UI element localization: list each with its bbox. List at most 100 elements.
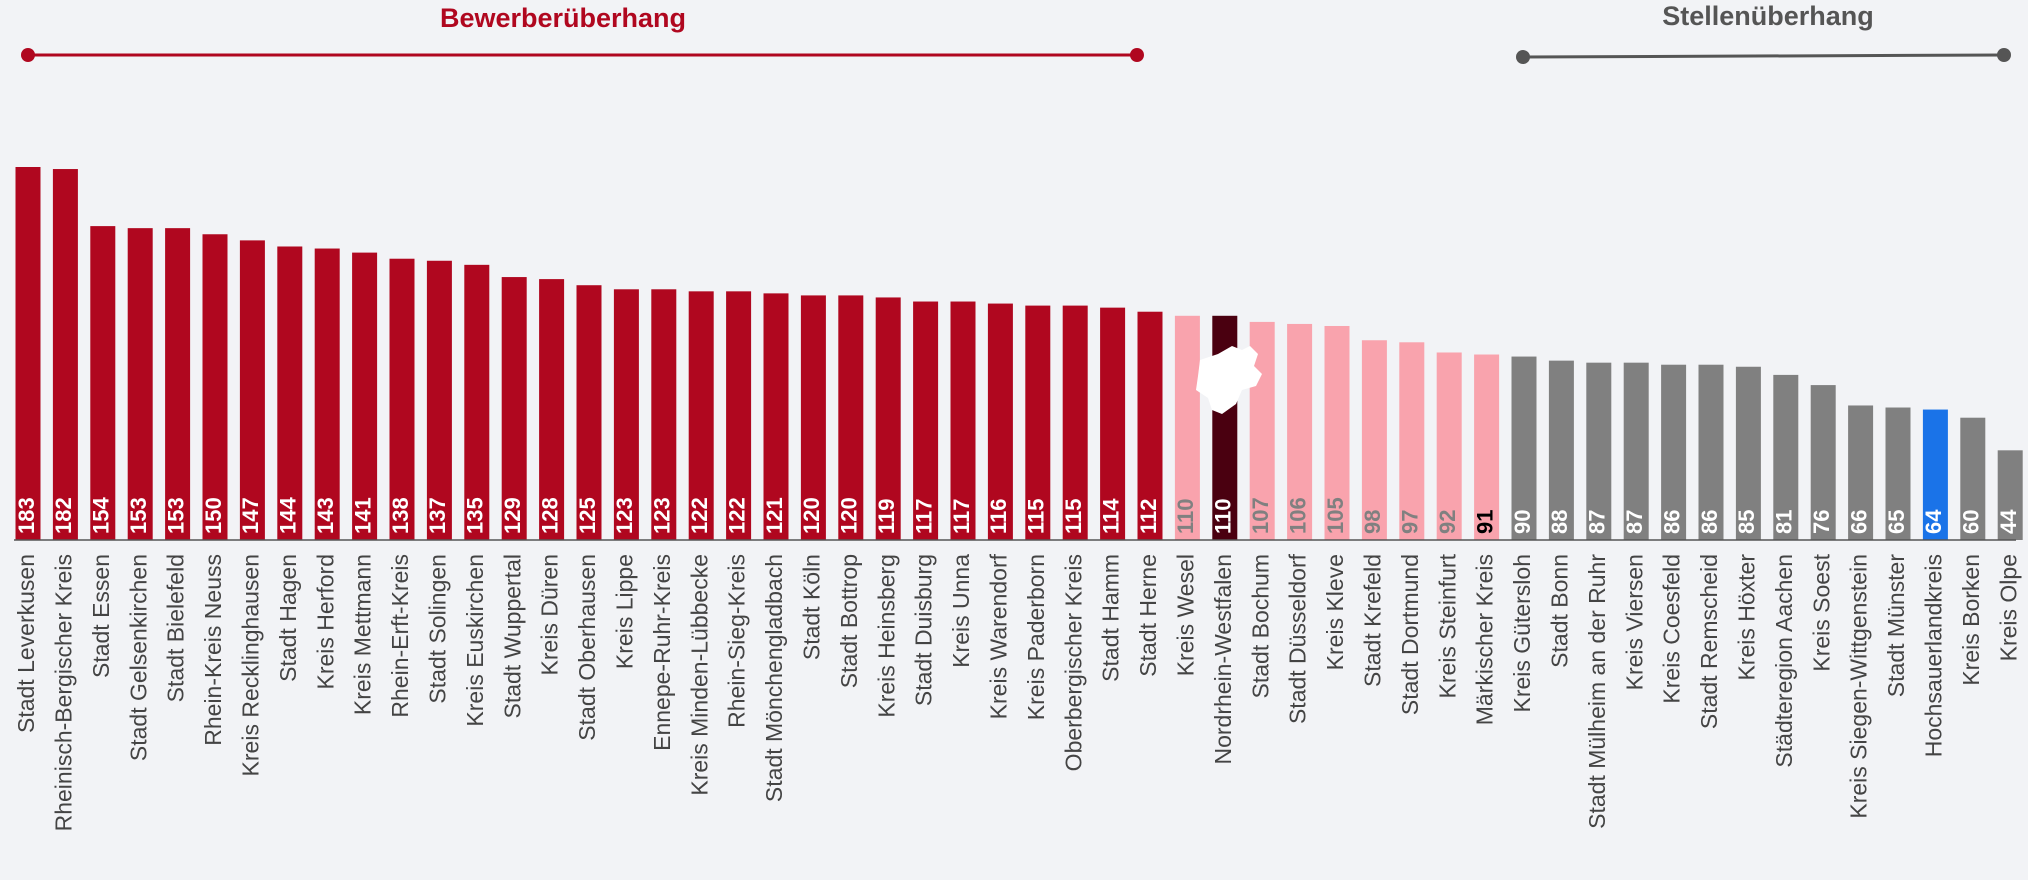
category-label: Kreis Paderborn <box>1023 554 1049 720</box>
value-label: 106 <box>1285 497 1310 534</box>
bar <box>613 289 639 540</box>
bar <box>987 303 1013 540</box>
value-label: 88 <box>1547 510 1572 534</box>
value-label: 81 <box>1772 510 1797 534</box>
category-label: Kreis Warendorf <box>985 553 1011 719</box>
bar <box>1436 352 1462 540</box>
value-label: 112 <box>1136 499 1161 535</box>
bar <box>800 295 826 540</box>
bar <box>15 167 41 540</box>
value-label: 143 <box>313 497 338 534</box>
bar <box>875 297 901 540</box>
bar <box>1137 311 1163 540</box>
value-label: 120 <box>837 497 862 534</box>
value-label: 86 <box>1659 510 1684 534</box>
bar <box>1586 362 1612 540</box>
category-label: Kreis Wesel <box>1172 554 1198 676</box>
bar <box>1885 407 1911 540</box>
category-label: Stadt Gelsenkirchen <box>125 554 151 761</box>
bar <box>1287 323 1313 540</box>
category-label: Kreis Kleve <box>1322 554 1348 670</box>
bar <box>202 234 228 540</box>
value-label: 128 <box>537 497 562 534</box>
bar <box>838 295 864 540</box>
value-label: 129 <box>500 497 525 534</box>
bar <box>277 246 303 540</box>
bar <box>1623 362 1649 540</box>
value-label: 119 <box>874 499 899 535</box>
value-label: 91 <box>1472 510 1497 534</box>
category-label: Nordrhein-Westfalen <box>1210 554 1236 765</box>
bar <box>239 240 265 540</box>
bar <box>1735 366 1761 540</box>
value-label: 182 <box>51 497 76 534</box>
value-label: 107 <box>1248 497 1273 534</box>
category-label: Stadt Münster <box>1883 554 1909 698</box>
bar <box>1474 354 1500 540</box>
range-line <box>1522 53 2005 59</box>
value-label: 87 <box>1585 510 1610 534</box>
value-label: 44 <box>1996 509 2021 534</box>
value-label: 66 <box>1846 510 1871 534</box>
region-icon <box>1196 346 1262 414</box>
category-label: Kreis Coesfeld <box>1659 554 1685 704</box>
value-label: 92 <box>1435 510 1460 534</box>
bar <box>127 228 153 541</box>
value-label: 141 <box>350 497 375 534</box>
bar <box>1810 385 1836 540</box>
category-label: Stadt Duisburg <box>911 554 937 706</box>
category-label: Kreis Lippe <box>611 554 637 669</box>
bar <box>651 289 677 540</box>
category-label: Stadt Herne <box>1135 554 1161 677</box>
category-label: Kreis Heinsberg <box>873 554 899 718</box>
value-label: 90 <box>1510 510 1535 534</box>
bar <box>1698 364 1724 540</box>
category-label: Kreis Borken <box>1958 554 1984 686</box>
category-label: Kreis Steinfurt <box>1434 553 1460 698</box>
value-label: 115 <box>1024 499 1049 535</box>
value-label: 110 <box>1173 499 1198 535</box>
category-label: Stadt Leverkusen <box>13 554 39 733</box>
category-label: Kreis Düren <box>537 554 563 675</box>
bar <box>950 301 976 540</box>
bar <box>763 293 789 540</box>
value-label: 123 <box>650 497 675 534</box>
category-label: Kreis Soest <box>1808 553 1834 671</box>
bar <box>1997 450 2023 540</box>
category-label: Stadt Wuppertal <box>499 554 525 719</box>
bar <box>1511 356 1537 540</box>
category-label: Stadt Bonn <box>1546 554 1572 668</box>
category-label: Stadt Oberhausen <box>574 554 600 741</box>
category-label: Kreis Olpe <box>1995 554 2021 661</box>
value-label: 183 <box>14 497 39 534</box>
category-label: Stadt Bochum <box>1247 554 1273 698</box>
category-label: Kreis Mettmann <box>350 554 376 715</box>
category-label: Stadt Essen <box>88 554 114 678</box>
annotation: Bewerberüberhang <box>440 3 686 33</box>
category-label: Kreis Höxter <box>1733 554 1759 681</box>
category-label: Stadt Hagen <box>275 554 301 682</box>
bar <box>1960 417 1986 540</box>
value-label: 137 <box>425 497 450 534</box>
bar <box>726 291 752 540</box>
bar <box>1100 307 1126 540</box>
value-label: 98 <box>1360 510 1385 534</box>
category-label: Oberbergischer Kreis <box>1060 554 1086 771</box>
value-label: 121 <box>762 497 787 534</box>
value-label: 86 <box>1697 510 1722 534</box>
value-label: 85 <box>1734 510 1759 534</box>
bar <box>1174 315 1200 540</box>
value-label: 123 <box>612 497 637 534</box>
category-label: Stadt Hamm <box>1098 554 1124 682</box>
bar <box>576 285 602 540</box>
category-label: Rhein-Sieg-Kreis <box>724 554 750 728</box>
category-label: Märkischer Kreis <box>1472 554 1498 725</box>
category-label: Ennepe-Ruhr-Kreis <box>649 554 675 751</box>
range-end <box>1516 50 1530 64</box>
value-label: 153 <box>163 497 188 534</box>
category-label: Stadt Krefeld <box>1359 554 1385 687</box>
bar <box>426 260 452 540</box>
value-label: 65 <box>1884 510 1909 534</box>
value-label: 115 <box>1061 499 1086 535</box>
